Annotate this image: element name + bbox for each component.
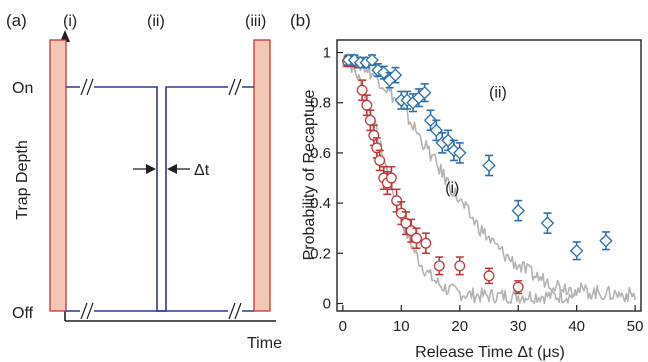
y-tick-label: 0.8 [310, 95, 331, 112]
panel-b-label: (b) [290, 11, 311, 30]
recapture-plot: 0 10 20 30 40 50 0 0.2 0.4 0.6 0.8 1 (i) (ii) [310, 39, 644, 335]
data-point [540, 216, 555, 230]
axis-break-right-on [228, 78, 242, 96]
data-point [385, 172, 397, 184]
interval-label: Δt [194, 162, 210, 179]
data-point [512, 281, 524, 293]
y-tick-label: 0.6 [310, 145, 331, 162]
pulse-i [49, 39, 67, 312]
data-point [433, 260, 445, 272]
panel-a: (a) (i) (ii) (iii) [6, 11, 282, 352]
theory-curve-ii [342, 53, 636, 303]
data-point [569, 244, 584, 258]
chart-y-title: Probability of Recapture [301, 90, 318, 261]
data-point [599, 234, 613, 248]
plot-frame [336, 39, 642, 312]
y-tick-label: 0 [323, 295, 331, 312]
level-on-label: On [12, 80, 33, 97]
curve-annotation-i: (i) [445, 180, 459, 197]
x-tick-label: 30 [510, 318, 527, 335]
data-point [395, 207, 407, 219]
curve-annotation-ii: (ii) [489, 85, 507, 102]
data-point [377, 65, 391, 80]
data-point [420, 237, 432, 249]
data-point [453, 146, 467, 160]
series-ii [341, 53, 613, 261]
x-tick-label: 0 [339, 318, 347, 335]
chart-x-title: Release Time Δt (μs) [415, 344, 565, 361]
data-point [388, 68, 403, 82]
y-tick-label: 1 [323, 45, 331, 62]
data-point [411, 232, 422, 244]
data-point [454, 260, 466, 272]
x-tick-label: 10 [393, 318, 410, 335]
panel-a-y-title: Trap Depth [14, 140, 31, 219]
region-label-ii: (ii) [147, 13, 165, 30]
data-point [482, 158, 496, 173]
data-point [374, 154, 386, 166]
x-tick-label: 20 [451, 318, 468, 335]
panel-b: (b) 0 10 20 30 40 50 0 0.2 0.4 0.6 0.8 1 (i) (ii) Pro… [290, 11, 643, 361]
trap-depth-trace [66, 86, 254, 312]
y-tick-label: 0.4 [310, 195, 331, 212]
data-point [429, 123, 444, 138]
y-tick-label: 0.2 [310, 245, 331, 262]
theory-curve-i [342, 58, 578, 305]
axis-break-left-off [80, 302, 94, 320]
y-axis-arrowhead [60, 30, 70, 42]
data-point [364, 114, 376, 126]
series-i [342, 55, 524, 295]
data-point [365, 53, 379, 67]
region-label-iii: (iii) [245, 13, 266, 30]
axis-break-left-on [80, 78, 94, 96]
data-point [511, 203, 525, 218]
x-tick-label: 50 [627, 318, 644, 335]
level-off-label: Off [12, 305, 34, 322]
data-point [441, 133, 455, 148]
panel-a-label: (a) [6, 11, 27, 30]
pulse-iii [253, 39, 271, 312]
interval-arrows [133, 164, 190, 174]
x-tick-label: 40 [568, 318, 585, 335]
data-point [356, 84, 368, 96]
region-label-i: (i) [63, 13, 77, 30]
data-point [483, 270, 495, 282]
data-point [361, 99, 373, 111]
axis-break-right-off [228, 302, 242, 320]
data-point [423, 113, 438, 128]
data-point [417, 85, 432, 100]
data-point [391, 195, 403, 207]
panel-a-x-title: Time [247, 335, 282, 352]
